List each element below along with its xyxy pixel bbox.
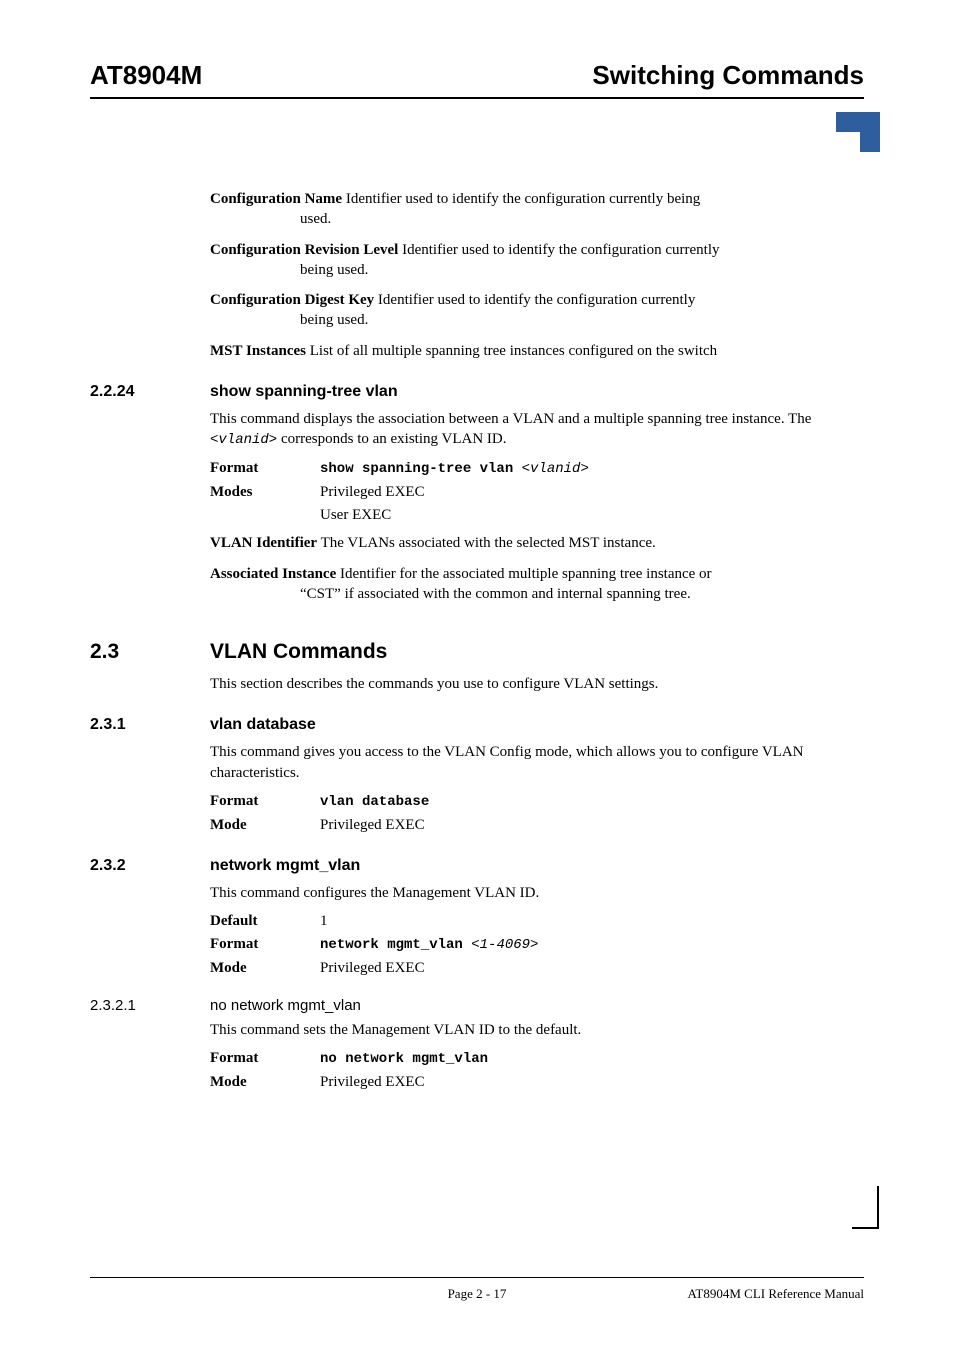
format-cmd: vlan database (320, 794, 429, 810)
def-cont: being used. (300, 310, 864, 330)
kv-val: show spanning-tree vlan <vlanid> (320, 458, 589, 479)
section-title: vlan database (210, 716, 316, 734)
def-rest: Identifier used to identify the configur… (346, 191, 700, 207)
section-2-3-1-body: This command gives you access to the VLA… (210, 742, 864, 835)
kv-key: Format (210, 791, 320, 812)
mode-row: Mode Privileged EXEC (210, 1072, 864, 1092)
page-footer: Page 2 - 17 AT8904M CLI Reference Manual (90, 1277, 864, 1302)
kv-key: Format (210, 934, 320, 955)
page-header: AT8904M Switching Commands (90, 60, 864, 99)
format-arg: <1-4069> (471, 937, 538, 953)
section-number: 2.3.2 (90, 857, 210, 875)
kv-key: Default (210, 911, 320, 931)
def-term: Configuration Revision Level (210, 242, 398, 258)
header-product: AT8904M (90, 60, 202, 91)
section-2-3-2-heading: 2.3.2 network mgmt_vlan (90, 857, 864, 875)
section-para: This command sets the Management VLAN ID… (210, 1020, 864, 1040)
kv-key-empty (210, 505, 320, 525)
inline-code: <vlanid> (210, 432, 277, 448)
section-2-3-body: This section describes the commands you … (210, 674, 864, 694)
format-cmd: no network mgmt_vlan (320, 1051, 488, 1067)
kv-val: 1 (320, 911, 328, 931)
section-number: 2.2.24 (90, 383, 210, 401)
section-title: VLAN Commands (210, 640, 387, 664)
section-para: This section describes the commands you … (210, 674, 864, 694)
section-title: network mgmt_vlan (210, 857, 360, 875)
def-term: Configuration Digest Key (210, 292, 374, 308)
section-para: This command gives you access to the VLA… (210, 742, 864, 783)
section-2-3-heading: 2.3 VLAN Commands (90, 640, 864, 664)
format-row: Format vlan database (210, 791, 864, 812)
section-para: This command configures the Management V… (210, 883, 864, 903)
kv-val: Privileged EXEC (320, 1072, 425, 1092)
section-2-3-2-body: This command configures the Management V… (210, 883, 864, 979)
modes-row-2: User EXEC (210, 505, 864, 525)
def-rest: Identifier used to identify the configur… (378, 292, 695, 308)
format-row: Format show spanning-tree vlan <vlanid> (210, 458, 864, 479)
kv-val: User EXEC (320, 505, 391, 525)
section-number: 2.3.1 (90, 716, 210, 734)
mode-row: Mode Privileged EXEC (210, 815, 864, 835)
format-cmd: show spanning-tree vlan (320, 461, 522, 477)
kv-key: Mode (210, 958, 320, 978)
kv-key: Mode (210, 815, 320, 835)
section-number: 2.3.2.1 (90, 997, 210, 1014)
kv-val: vlan database (320, 791, 429, 812)
def-rest: List of all multiple spanning tree insta… (310, 343, 717, 359)
kv-val: no network mgmt_vlan (320, 1048, 488, 1069)
kv-key: Format (210, 458, 320, 479)
def-term: Associated Instance (210, 566, 336, 582)
def-rest: Identifier used to identify the configur… (402, 242, 719, 258)
footer-manual: AT8904M CLI Reference Manual (606, 1286, 864, 1302)
def-vlan-identifier: VLAN Identifier The VLANs associated wit… (210, 533, 864, 553)
section-title: no network mgmt_vlan (210, 997, 361, 1014)
format-cmd: network mgmt_vlan (320, 937, 471, 953)
def-associated-instance: Associated Instance Identifier for the a… (210, 564, 864, 605)
def-term: Configuration Name (210, 191, 342, 207)
format-row: Format network mgmt_vlan <1-4069> (210, 934, 864, 955)
section-2-2-24-heading: 2.2.24 show spanning-tree vlan (90, 383, 864, 401)
def-config-name: Configuration Name Identifier used to id… (210, 189, 864, 230)
kv-val: Privileged EXEC (320, 958, 425, 978)
kv-val: Privileged EXEC (320, 815, 425, 835)
def-rest: The VLANs associated with the selected M… (321, 535, 656, 551)
section-2-3-2-1-heading: 2.3.2.1 no network mgmt_vlan (90, 997, 864, 1014)
modes-row: Modes Privileged EXEC (210, 482, 864, 502)
def-term: MST Instances (210, 343, 306, 359)
mode-row: Mode Privileged EXEC (210, 958, 864, 978)
footer-spacer (90, 1286, 348, 1302)
def-config-rev: Configuration Revision Level Identifier … (210, 240, 864, 281)
def-mst-instances: MST Instances List of all multiple spann… (210, 341, 864, 361)
corner-decor-icon (836, 112, 880, 152)
kv-key: Modes (210, 482, 320, 502)
bottom-corner-decor-icon (852, 1186, 880, 1230)
def-cont: being used. (300, 260, 864, 280)
page-content: Configuration Name Identifier used to id… (90, 189, 864, 1092)
section-2-2-24-body: This command displays the association be… (210, 409, 864, 604)
def-cont: used. (300, 209, 864, 229)
def-config-digest: Configuration Digest Key Identifier used… (210, 290, 864, 331)
default-row: Default 1 (210, 911, 864, 931)
format-arg: <vlanid> (522, 461, 589, 477)
kv-key: Format (210, 1048, 320, 1069)
header-section: Switching Commands (592, 60, 864, 91)
kv-key: Mode (210, 1072, 320, 1092)
section-number: 2.3 (90, 640, 210, 664)
kv-val: network mgmt_vlan <1-4069> (320, 934, 538, 955)
def-term: VLAN Identifier (210, 535, 317, 551)
format-row: Format no network mgmt_vlan (210, 1048, 864, 1069)
footer-page: Page 2 - 17 (348, 1286, 606, 1302)
section-title: show spanning-tree vlan (210, 383, 398, 401)
section-para: This command displays the association be… (210, 409, 864, 450)
section-2-3-1-heading: 2.3.1 vlan database (90, 716, 864, 734)
intro-definitions: Configuration Name Identifier used to id… (210, 189, 864, 361)
kv-val: Privileged EXEC (320, 482, 425, 502)
section-2-3-2-1-body: This command sets the Management VLAN ID… (210, 1020, 864, 1092)
def-rest: Identifier for the associated multiple s… (340, 566, 712, 582)
def-cont: “CST” if associated with the common and … (300, 584, 864, 604)
